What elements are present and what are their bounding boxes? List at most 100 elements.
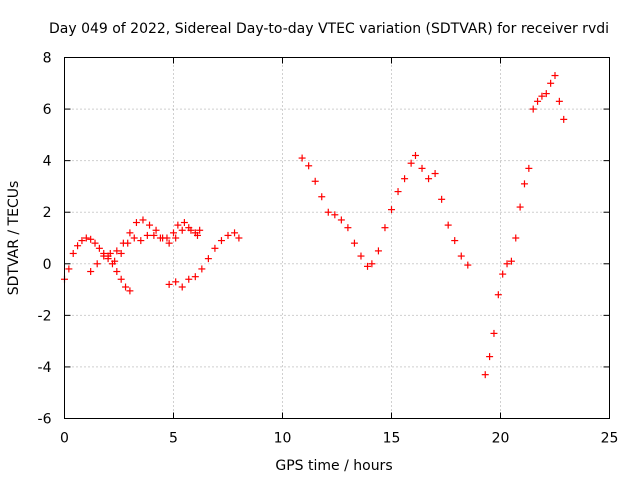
data-point (344, 224, 352, 232)
x-tick-label: 10 (274, 431, 292, 447)
data-point (374, 247, 382, 255)
data-point (185, 275, 193, 283)
data-point (411, 151, 419, 159)
data-point (503, 260, 511, 268)
data-point (87, 235, 95, 243)
data-point (174, 221, 182, 229)
data-point (111, 257, 119, 265)
data-point (512, 234, 520, 242)
data-point (113, 247, 121, 255)
data-point (499, 270, 507, 278)
data-point (298, 154, 306, 162)
data-point (350, 239, 358, 247)
data-point (401, 175, 409, 183)
data-point (156, 234, 164, 242)
data-point (407, 159, 415, 167)
data-point (113, 268, 121, 276)
data-point (529, 105, 537, 113)
y-tick-label: 8 (43, 51, 52, 67)
data-point (193, 231, 201, 239)
data-point (178, 226, 186, 234)
data-point (516, 203, 524, 211)
x-tick-label: 20 (492, 431, 510, 447)
data-point (224, 231, 232, 239)
y-tick-label: 4 (43, 154, 52, 170)
data-point (65, 265, 73, 273)
y-axis-label: SDTVAR / TECUs (6, 181, 22, 296)
plot-frame (64, 57, 610, 419)
data-point (87, 268, 95, 276)
data-point (507, 257, 515, 265)
data-point (337, 216, 345, 224)
data-point (431, 170, 439, 178)
data-point (357, 252, 365, 260)
data-point (126, 287, 134, 295)
data-point (560, 115, 568, 123)
data-point (104, 252, 112, 260)
data-point (520, 180, 528, 188)
data-point (172, 278, 180, 286)
data-point (551, 72, 559, 80)
data-point (91, 239, 99, 247)
data-point (542, 90, 550, 98)
data-point (198, 265, 206, 273)
data-point (324, 208, 332, 216)
data-point (457, 252, 465, 260)
data-point (152, 226, 160, 234)
data-point (235, 234, 243, 242)
data-point (525, 164, 533, 172)
data-point (464, 261, 472, 269)
data-point (124, 239, 132, 247)
data-point (187, 226, 195, 234)
data-point (163, 234, 171, 242)
data-point (143, 231, 151, 239)
data-point (165, 239, 173, 247)
data-point (74, 242, 82, 250)
data-point (534, 97, 542, 105)
y-tick-label: -2 (38, 308, 52, 324)
data-point (494, 291, 502, 299)
x-tick-label: 15 (383, 431, 401, 447)
data-point (438, 195, 446, 203)
data-point (425, 175, 433, 183)
x-tick-label: 25 (601, 431, 619, 447)
data-point (388, 206, 395, 214)
data-point (191, 273, 199, 281)
data-point (318, 193, 326, 201)
data-point (364, 262, 372, 270)
data-point (547, 79, 555, 87)
data-point (126, 229, 134, 237)
data-point (137, 237, 145, 245)
data-point (170, 229, 177, 237)
data-point (178, 283, 186, 291)
data-point (538, 92, 546, 100)
x-tick-label: 0 (60, 431, 69, 447)
data-point (139, 216, 147, 224)
data-point (490, 329, 498, 337)
data-point (130, 234, 138, 242)
data-point (481, 371, 489, 379)
data-point (305, 162, 313, 170)
x-axis-label: GPS time / hours (275, 458, 392, 474)
data-point (217, 237, 225, 245)
data-point (150, 231, 158, 239)
y-tick-label: 6 (43, 102, 52, 118)
data-point (69, 249, 77, 257)
data-point (165, 280, 173, 288)
data-point (555, 97, 563, 105)
data-point (132, 219, 140, 227)
y-tick-label: -4 (38, 360, 52, 376)
y-tick-label: 0 (43, 257, 52, 273)
data-point (117, 249, 125, 257)
data-point (331, 211, 339, 219)
data-point (444, 221, 452, 229)
data-point (368, 260, 376, 268)
data-point (196, 226, 204, 234)
grid-lines (64, 57, 610, 419)
data-point (93, 260, 101, 268)
chart-title: Day 049 of 2022, Sidereal Day-to-day VTE… (49, 21, 609, 37)
data-point (172, 234, 180, 242)
data-point (122, 283, 130, 291)
y-tick-label: -6 (38, 412, 52, 428)
